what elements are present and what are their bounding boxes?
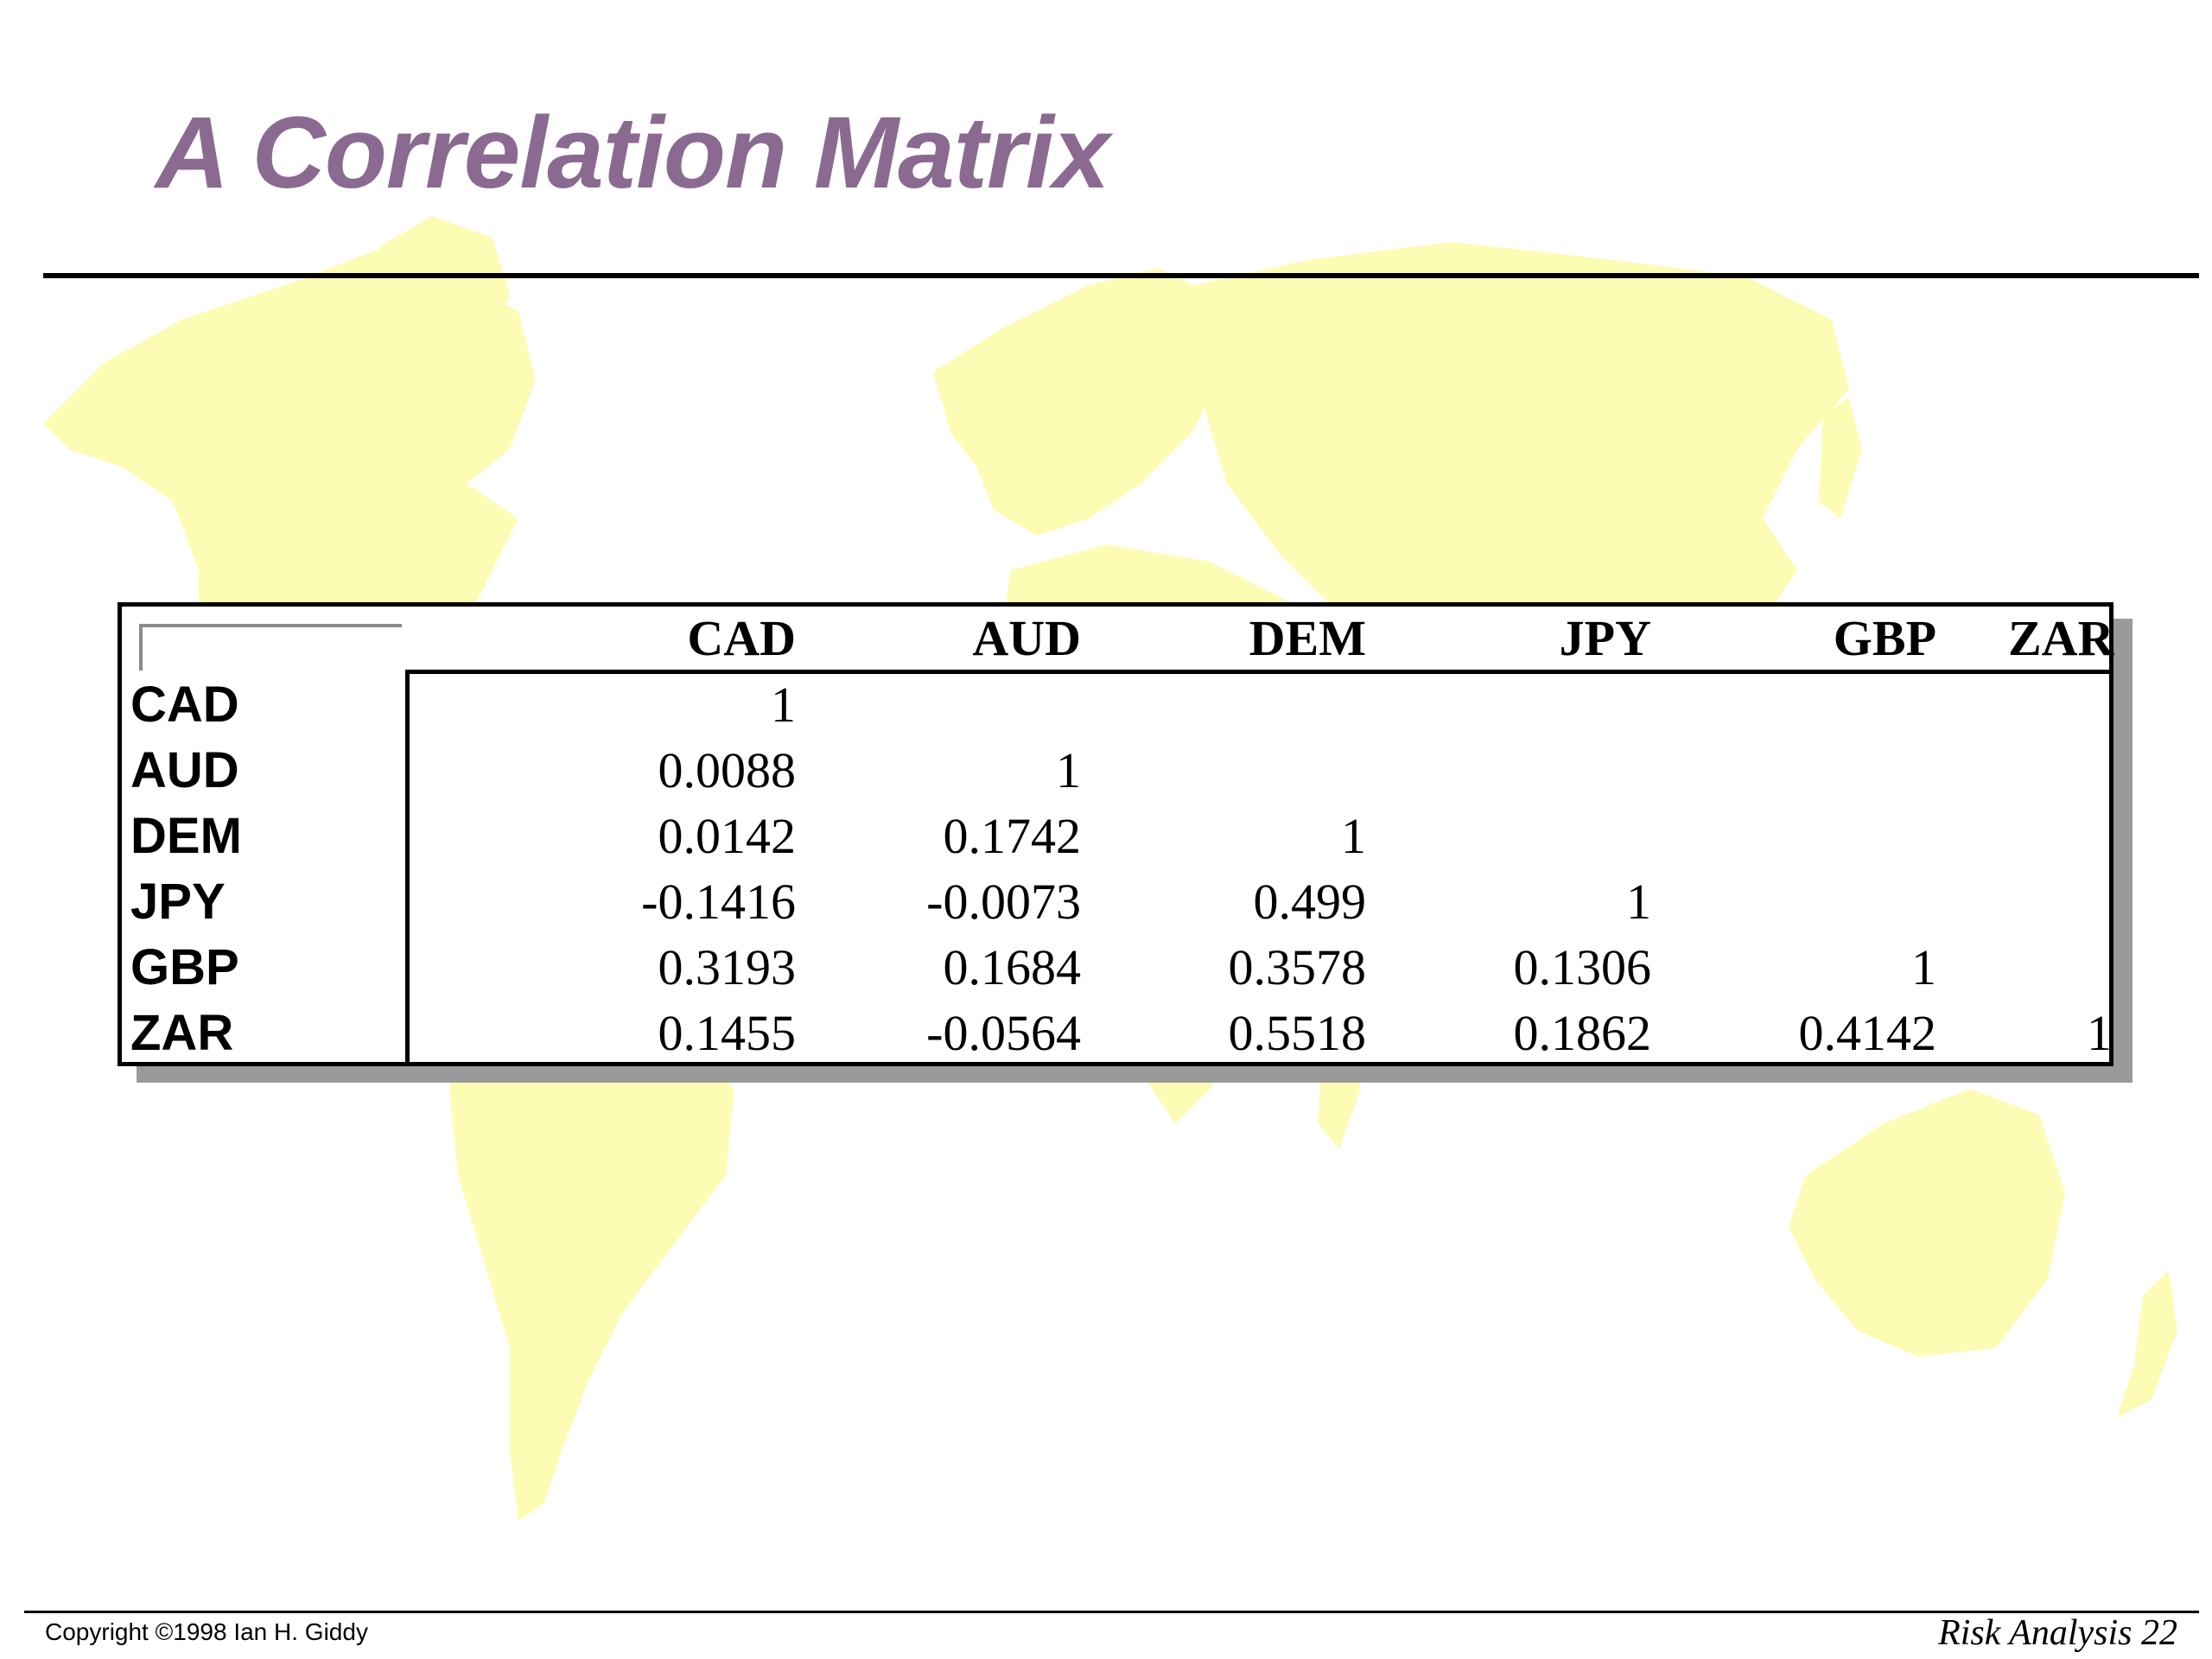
matrix-cell: 0.1742 (943, 808, 1082, 864)
correlation-matrix-table: CAD AUD DEM JPY GBP ZAR CAD 1 AUD 0.0088… (118, 602, 2113, 1066)
header-divider (405, 670, 2113, 674)
matrix-cell: 0.1684 (943, 939, 1082, 995)
map-japan (1819, 397, 1862, 518)
map-europe (933, 268, 1227, 536)
map-south-america (449, 968, 734, 1521)
column-header-zar: ZAR (2008, 610, 2114, 666)
row-label-dem: DEM (130, 808, 242, 864)
row-label-jpy: JPY (130, 874, 226, 930)
map-greenland (380, 216, 510, 389)
matrix-cell: 0.0088 (658, 742, 797, 798)
footer-page-label: Risk Analysis 22 (1938, 1613, 2177, 1653)
row-label-gbp: GBP (130, 939, 239, 995)
column-header-jpy: JPY (1559, 610, 1651, 666)
matrix-cell: 0.3578 (1228, 939, 1367, 995)
title-divider (43, 273, 2199, 278)
slide-title: A Correlation Matrix (156, 96, 1109, 210)
matrix-cell: 1 (1056, 742, 1081, 798)
column-header-dem: DEM (1249, 610, 1366, 666)
matrix-cell: 0.499 (1253, 874, 1367, 930)
row-label-divider (405, 670, 410, 1066)
matrix-cell: -0.0564 (926, 1005, 1081, 1061)
column-header-aud: AUD (972, 610, 1081, 666)
row-label-zar: ZAR (130, 1005, 234, 1061)
column-header-cad: CAD (687, 610, 796, 666)
footer-divider (24, 1611, 2199, 1613)
matrix-cell: 0.1455 (658, 1005, 797, 1061)
table-corner-mark (139, 624, 402, 671)
row-label-aud: AUD (130, 742, 239, 798)
matrix-cell: 1 (771, 677, 796, 733)
row-label-cad: CAD (130, 677, 239, 733)
matrix-cell: 1 (2087, 1005, 2112, 1061)
column-header-gbp: GBP (1833, 610, 1936, 666)
footer-copyright: Copyright ©1998 Ian H. Giddy (45, 1618, 368, 1645)
map-new-zealand (2117, 1270, 2177, 1417)
matrix-cell: 0.5518 (1228, 1005, 1367, 1061)
matrix-cell: 1 (1341, 808, 1366, 864)
matrix-cell: 0.1306 (1513, 939, 1652, 995)
matrix-cell: 0.3193 (658, 939, 797, 995)
matrix-cell: -0.1416 (641, 874, 796, 930)
matrix-cell: 1 (1911, 939, 1936, 995)
matrix-cell: 0.1862 (1513, 1005, 1652, 1061)
matrix-cell: -0.0073 (926, 874, 1081, 930)
map-australia (1789, 1089, 2065, 1357)
matrix-cell: 0.0142 (658, 808, 797, 864)
matrix-cell: 1 (1626, 874, 1651, 930)
matrix-cell: 0.4142 (1798, 1005, 1937, 1061)
